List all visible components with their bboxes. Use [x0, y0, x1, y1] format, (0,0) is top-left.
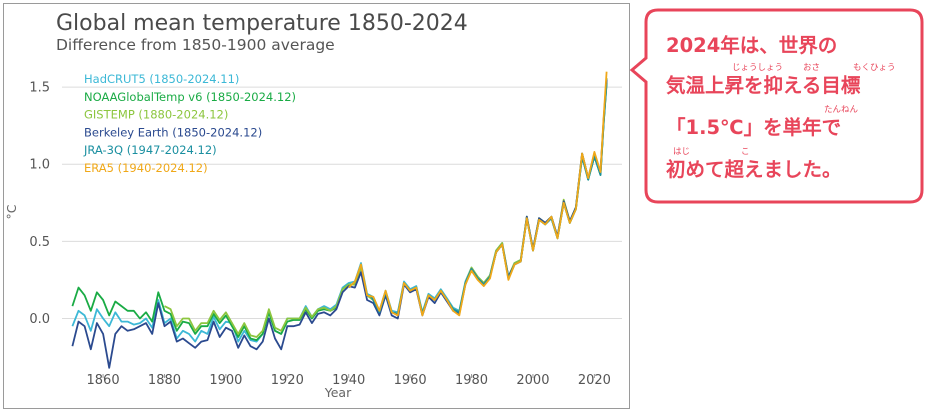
series-line: [348, 71, 608, 317]
ruby-tannen: たんねん: [824, 105, 859, 115]
y-tick-label: 1.0: [29, 158, 50, 173]
legend-entry: JRA-3Q (1947-2024.12): [83, 143, 217, 157]
chart-title: Global mean temperature 1850-2024: [56, 11, 468, 36]
legend-entry: HadCRUT5 (1850-2024.11): [84, 72, 239, 86]
legend-entry: NOAAGlobalTemp v6 (1850-2024.12): [84, 90, 296, 104]
legend-entry: GISTEMP (1880-2024.12): [84, 108, 228, 122]
legend-entry: ERA5 (1940-2024.12): [84, 161, 208, 175]
callout-line-1: 2024年は、世界の: [666, 34, 837, 57]
x-tick-label: 1940: [332, 373, 365, 388]
legend-entry: Berkeley Earth (1850-2024.12): [84, 125, 262, 139]
y-tick-label: 1.5: [29, 81, 50, 96]
chart-panel: Global mean temperature 1850-2024 Differ…: [3, 3, 630, 409]
x-tick-label: 1980: [455, 373, 488, 388]
x-axis-ticks: 1860 1880 1900 1920 1940 1960 1980 2000 2020: [87, 373, 611, 388]
callout-border: [629, 8, 924, 204]
ruby-jousho: じょうしょう: [732, 63, 783, 73]
x-axis-label: Year: [324, 385, 352, 400]
ruby-haji: はじ: [673, 147, 690, 157]
legend: HadCRUT5 (1850-2024.11) NOAAGlobalTemp v6…: [83, 72, 296, 175]
y-tick-label: 0.5: [29, 235, 50, 250]
x-tick-label: 2000: [516, 373, 549, 388]
x-tick-label: 1920: [271, 373, 304, 388]
x-tick-label: 1960: [394, 373, 427, 388]
x-tick-label: 1900: [209, 373, 242, 388]
callout-line-2: 気温上昇を抑える目標: [666, 74, 861, 97]
y-tick-label: 0.0: [29, 312, 50, 327]
y-axis-ticks: 0.0 0.5 1.0 1.5: [29, 81, 50, 327]
callout-line-4: 初めて超えました。: [666, 158, 842, 181]
grid: [62, 86, 622, 319]
x-tick-label: 1880: [148, 373, 181, 388]
chart-svg: Global mean temperature 1850-2024 Differ…: [4, 11, 622, 400]
callout-line-3: 「1.5℃」を単年で: [666, 116, 841, 139]
chart-subtitle: Difference from 1850-1900 average: [56, 36, 335, 54]
ruby-osa: おさ: [803, 63, 820, 73]
x-tick-label: 1860: [87, 373, 120, 388]
ruby-mokuhyou: もくひょう: [853, 63, 896, 73]
callout-bubble: 2024年は、世界の じょうしょう おさ もくひょう 気温上昇を抑える目標 たん…: [629, 8, 924, 204]
series-lines: [71, 71, 608, 369]
ruby-ko: こ: [741, 147, 750, 157]
x-tick-label: 2020: [578, 373, 611, 388]
y-axis-label: °C: [4, 204, 19, 219]
